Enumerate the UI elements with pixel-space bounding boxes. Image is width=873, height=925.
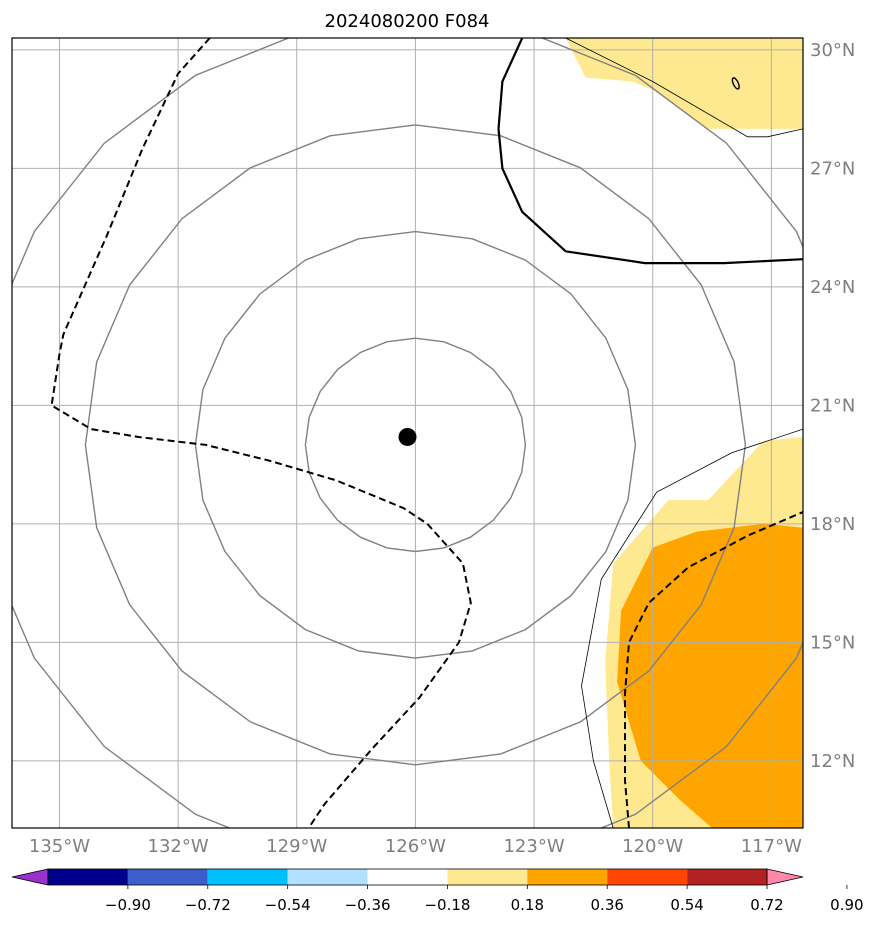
lon-tick-label: 117°W: [741, 836, 802, 857]
colorbar-tick-label: −0.54: [265, 896, 311, 914]
colorbar-tick-label: −0.90: [105, 896, 151, 914]
colorbar-extend-high: [766, 868, 804, 886]
colorbar-tick-label: 0.36: [591, 896, 624, 914]
solid-contour-1: [497, 38, 803, 265]
lat-tick-label: 24°N: [810, 277, 855, 298]
range-ring-3: [84, 124, 747, 766]
colorbar-segment: [207, 869, 288, 885]
storm-center-marker: [398, 427, 417, 446]
filled-contours: [565, 38, 803, 828]
lon-tick-label: 126°W: [385, 836, 446, 857]
colorbar-segment: [48, 869, 128, 885]
filled-region-2: [617, 523, 803, 828]
colorbar-segment: [687, 869, 767, 885]
plot-frame: [11, 37, 804, 829]
colorbar-tick-label: −0.72: [185, 896, 231, 914]
solid-contour-2: [565, 38, 803, 138]
lon-tick-label: 123°W: [503, 836, 564, 857]
solid-contour-small-loop: [731, 77, 740, 90]
solid-contour-3: [581, 428, 803, 828]
colorbar-segment: [447, 869, 528, 885]
lon-tick-label: 132°W: [148, 836, 209, 857]
lon-tick-label: 129°W: [266, 836, 327, 857]
lat-tick-label: 27°N: [810, 158, 855, 179]
range-ring-2: [194, 230, 637, 659]
latitude-tick-labels: 30°N 27°N 24°N 21°N 18°N 15°N 12°N: [810, 40, 855, 772]
dashed-contour-1: [50, 38, 472, 828]
colorbar-segment: [367, 869, 448, 885]
range-ring-4: [12, 38, 803, 828]
filled-region-3: [565, 38, 803, 129]
colorbar-segment: [527, 869, 608, 885]
colorbar-tick-label: 0.54: [670, 896, 703, 914]
chart-title: 2024080200 F084: [325, 11, 490, 32]
colorbar: [11, 868, 804, 886]
center-dot: [398, 427, 417, 446]
dashed-contour-lines: [50, 38, 803, 828]
lat-tick-label: 21°N: [810, 395, 855, 416]
colorbar-outline: [47, 868, 768, 886]
colorbar-tick-label: −0.18: [424, 896, 470, 914]
range-ring-1: [304, 337, 527, 553]
colorbar-tick-label: 0.72: [750, 896, 783, 914]
lat-tick-label: 12°N: [810, 751, 855, 772]
colorbar-segment: [607, 869, 688, 885]
colorbar-segment: [287, 869, 368, 885]
longitude-tick-labels: 135°W 132°W 129°W 126°W 123°W 120°W 117°W: [29, 836, 802, 857]
colorbar-extend-low: [11, 868, 49, 886]
solid-contour-lines: [497, 38, 803, 828]
colorbar-tick-label: 0.18: [511, 896, 544, 914]
colorbar-tick-labels: −0.90 −0.72 −0.54 −0.36 −0.18 0.18 0.36 0.54 0.7…: [105, 885, 864, 914]
colorbar-segment: [127, 869, 208, 885]
lat-tick-label: 15°N: [810, 632, 855, 653]
map-plot-area: [12, 38, 803, 828]
range-rings: [12, 38, 803, 828]
colorbar-tick-label: −0.36: [345, 896, 391, 914]
lon-tick-label: 135°W: [29, 836, 90, 857]
lon-tick-label: 120°W: [622, 836, 683, 857]
lat-tick-label: 18°N: [810, 514, 855, 535]
colorbar-tick-label: 0.90: [830, 896, 863, 914]
lat-tick-label: 30°N: [810, 40, 855, 61]
